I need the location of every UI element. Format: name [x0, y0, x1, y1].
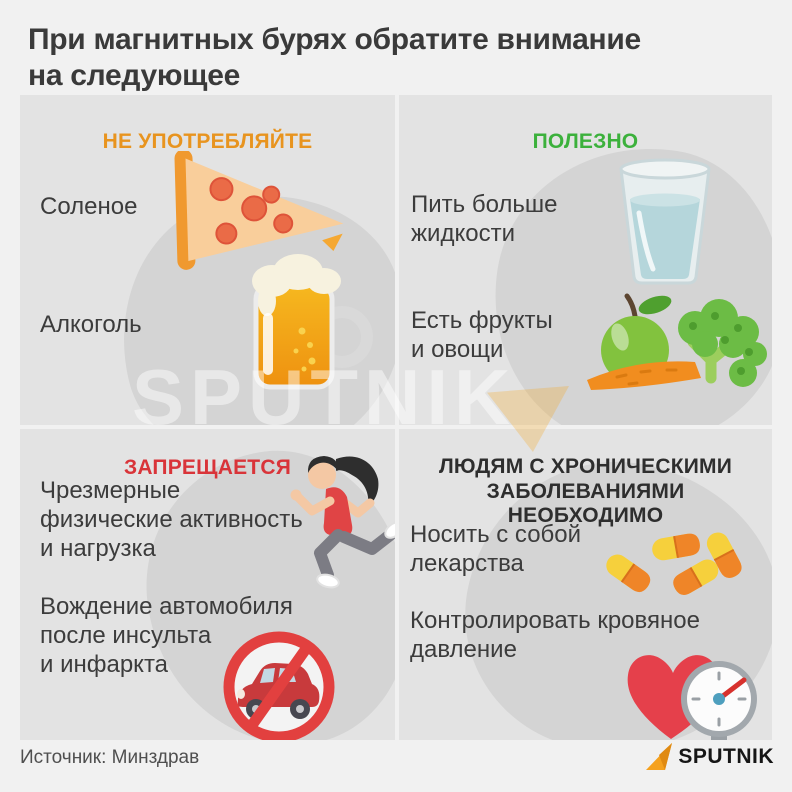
- item-label: Контролировать кровяное давление: [410, 607, 700, 663]
- fruits-vegetables-icon: [587, 293, 767, 390]
- quadrant-useful: ПОЛЕЗНО Пить больше жидкости Есть фрукты…: [399, 95, 772, 425]
- sputnik-logo-icon: [646, 743, 673, 770]
- heart-pressure-gauge-icon: [627, 655, 757, 740]
- quadrant-chronic-disease: ЛЮДЯМ С ХРОНИЧЕСКИМИ ЗАБОЛЕВАНИЯМИ НЕОБХ…: [399, 429, 772, 740]
- no-car-icon: [223, 631, 335, 740]
- quadrant-do-not-consume: НЕ УПОТРЕБЛЯЙТЕ Соленое Алкоголь: [20, 95, 395, 425]
- source-credit: Источник: Минздрав: [20, 747, 200, 768]
- item-label: Носить с собой лекарства: [410, 521, 582, 577]
- pizza-icon: [174, 151, 344, 270]
- sputnik-logo: SPUTNIK: [646, 743, 774, 771]
- item-label: Чрезмерные физические активность и нагру…: [40, 477, 303, 562]
- runner-icon: [290, 456, 395, 589]
- item-label: Алкоголь: [40, 311, 142, 338]
- quadrant-header: НЕ УПОТРЕБЛЯЙТЕ: [102, 130, 313, 154]
- quadrant-header: ПОЛЕЗНО: [532, 130, 639, 154]
- quadrant-header: ЗАПРЕЩАЕТСЯ: [123, 456, 291, 480]
- water-glass-icon: [619, 158, 711, 285]
- item-label: Вождение автомобиля после инсульта и инф…: [40, 593, 293, 678]
- pills-icon: [606, 532, 742, 596]
- sputnik-logo-text: SPUTNIK: [678, 745, 774, 768]
- quadrant-header: ЛЮДЯМ С ХРОНИЧЕСКИМИ ЗАБОЛЕВАНИЯМИ НЕОБХ…: [438, 455, 732, 527]
- page-title: При магнитных бурях обратите внимание на…: [28, 23, 641, 92]
- item-label: Соленое: [40, 193, 138, 220]
- item-label: Есть фрукты и овощи: [411, 307, 553, 363]
- quadrant-forbidden: ЗАПРЕЩАЕТСЯ Чрезмерные физические активн…: [20, 429, 395, 740]
- item-label: Пить больше жидкости: [411, 191, 558, 247]
- beer-mug-icon: [252, 254, 373, 390]
